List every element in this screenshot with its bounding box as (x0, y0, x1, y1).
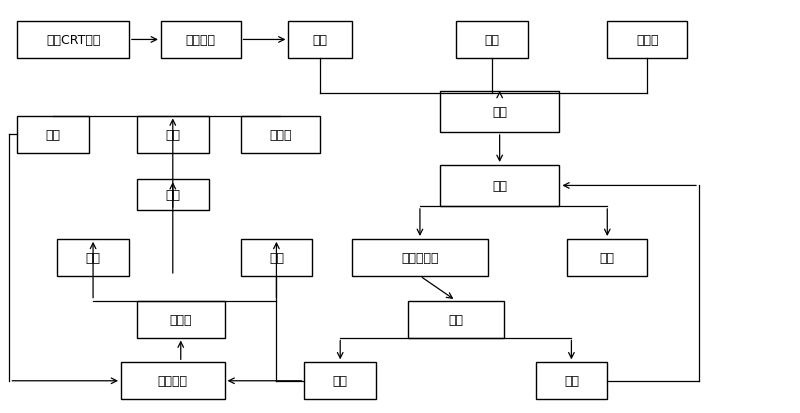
FancyBboxPatch shape (288, 22, 352, 59)
FancyBboxPatch shape (456, 22, 527, 59)
Text: 粗铅: 粗铅 (600, 251, 614, 264)
Text: 过滤: 过滤 (166, 128, 180, 141)
Text: 碱渣: 碱渣 (333, 374, 348, 387)
Text: 氯化铅: 氯化铅 (269, 128, 292, 141)
Text: 滤渣: 滤渣 (269, 251, 284, 264)
FancyBboxPatch shape (241, 239, 312, 276)
FancyBboxPatch shape (57, 239, 129, 276)
FancyBboxPatch shape (241, 116, 320, 153)
FancyBboxPatch shape (304, 362, 376, 399)
FancyBboxPatch shape (352, 239, 488, 276)
FancyBboxPatch shape (535, 362, 607, 399)
Text: 强碱: 强碱 (484, 34, 499, 47)
FancyBboxPatch shape (567, 239, 647, 276)
FancyBboxPatch shape (137, 116, 209, 153)
Text: 废弃CRT玻壳: 废弃CRT玻壳 (46, 34, 100, 47)
FancyBboxPatch shape (440, 92, 559, 133)
Text: 活性灰: 活性灰 (636, 34, 658, 47)
FancyBboxPatch shape (607, 22, 687, 59)
Text: 水洗: 水洗 (492, 180, 507, 192)
Text: 过滤: 过滤 (448, 313, 463, 326)
Text: 冷却: 冷却 (166, 189, 180, 202)
Text: 盐酸浸泡: 盐酸浸泡 (158, 374, 188, 387)
Text: 滤液: 滤液 (46, 128, 61, 141)
FancyBboxPatch shape (161, 22, 241, 59)
Text: 机械破碎: 机械破碎 (186, 34, 216, 47)
FancyBboxPatch shape (18, 22, 129, 59)
Text: 碱熔: 碱熔 (492, 106, 507, 119)
Text: 球磨: 球磨 (313, 34, 328, 47)
Text: 滤液: 滤液 (86, 251, 101, 264)
FancyBboxPatch shape (137, 180, 209, 211)
FancyBboxPatch shape (137, 301, 225, 338)
FancyBboxPatch shape (440, 166, 559, 206)
FancyBboxPatch shape (121, 362, 225, 399)
FancyBboxPatch shape (18, 116, 89, 153)
Text: 碱液: 碱液 (564, 374, 579, 387)
Text: 碱渣和碱液: 碱渣和碱液 (401, 251, 438, 264)
Text: 热过滤: 热过滤 (170, 313, 192, 326)
FancyBboxPatch shape (408, 301, 504, 338)
